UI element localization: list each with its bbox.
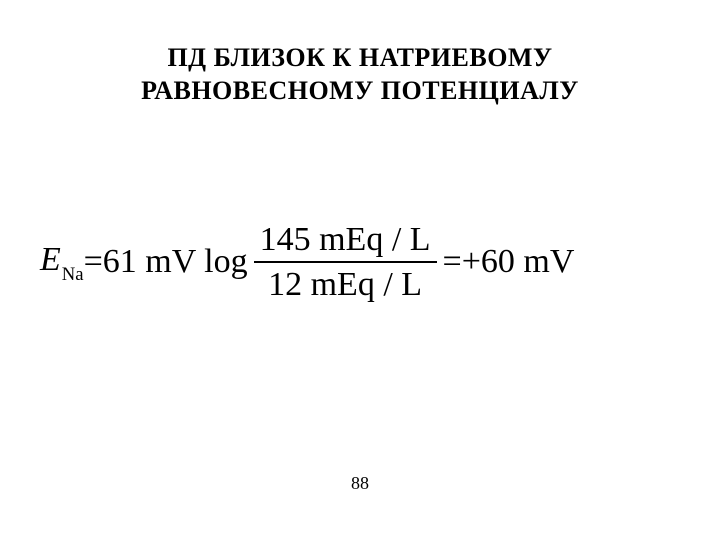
fraction-denominator: 12 mEq / L	[262, 265, 428, 304]
slide-title: ПД БЛИЗОК К НАТРИЕВОМУ РАВНОВЕСНОМУ ПОТЕ…	[0, 42, 720, 107]
equation-row: ENa = 61 mV log 145 mEq / L 12 mEq / L =…	[40, 220, 574, 304]
fraction: 145 mEq / L 12 mEq / L	[254, 220, 437, 304]
equals-sign-2: =	[443, 243, 462, 281]
fraction-numerator: 145 mEq / L	[254, 220, 437, 259]
equation-result: +60 mV	[462, 243, 575, 281]
equation-variable: ENa	[40, 241, 84, 284]
fraction-bar	[254, 261, 437, 263]
slide: ПД БЛИЗОК К НАТРИЕВОМУ РАВНОВЕСНОМУ ПОТЕ…	[0, 0, 720, 540]
coefficient-and-log: 61 mV log	[103, 243, 248, 281]
equals-sign-1: =	[84, 243, 103, 281]
nernst-equation: ENa = 61 mV log 145 mEq / L 12 mEq / L =…	[40, 220, 680, 304]
variable-letter: E	[40, 241, 61, 278]
variable-subscript: Na	[62, 264, 84, 285]
page-number: 88	[0, 473, 720, 494]
title-line-1: ПД БЛИЗОК К НАТРИЕВОМУ	[0, 42, 720, 75]
title-line-2: РАВНОВЕСНОМУ ПОТЕНЦИАЛУ	[0, 75, 720, 108]
